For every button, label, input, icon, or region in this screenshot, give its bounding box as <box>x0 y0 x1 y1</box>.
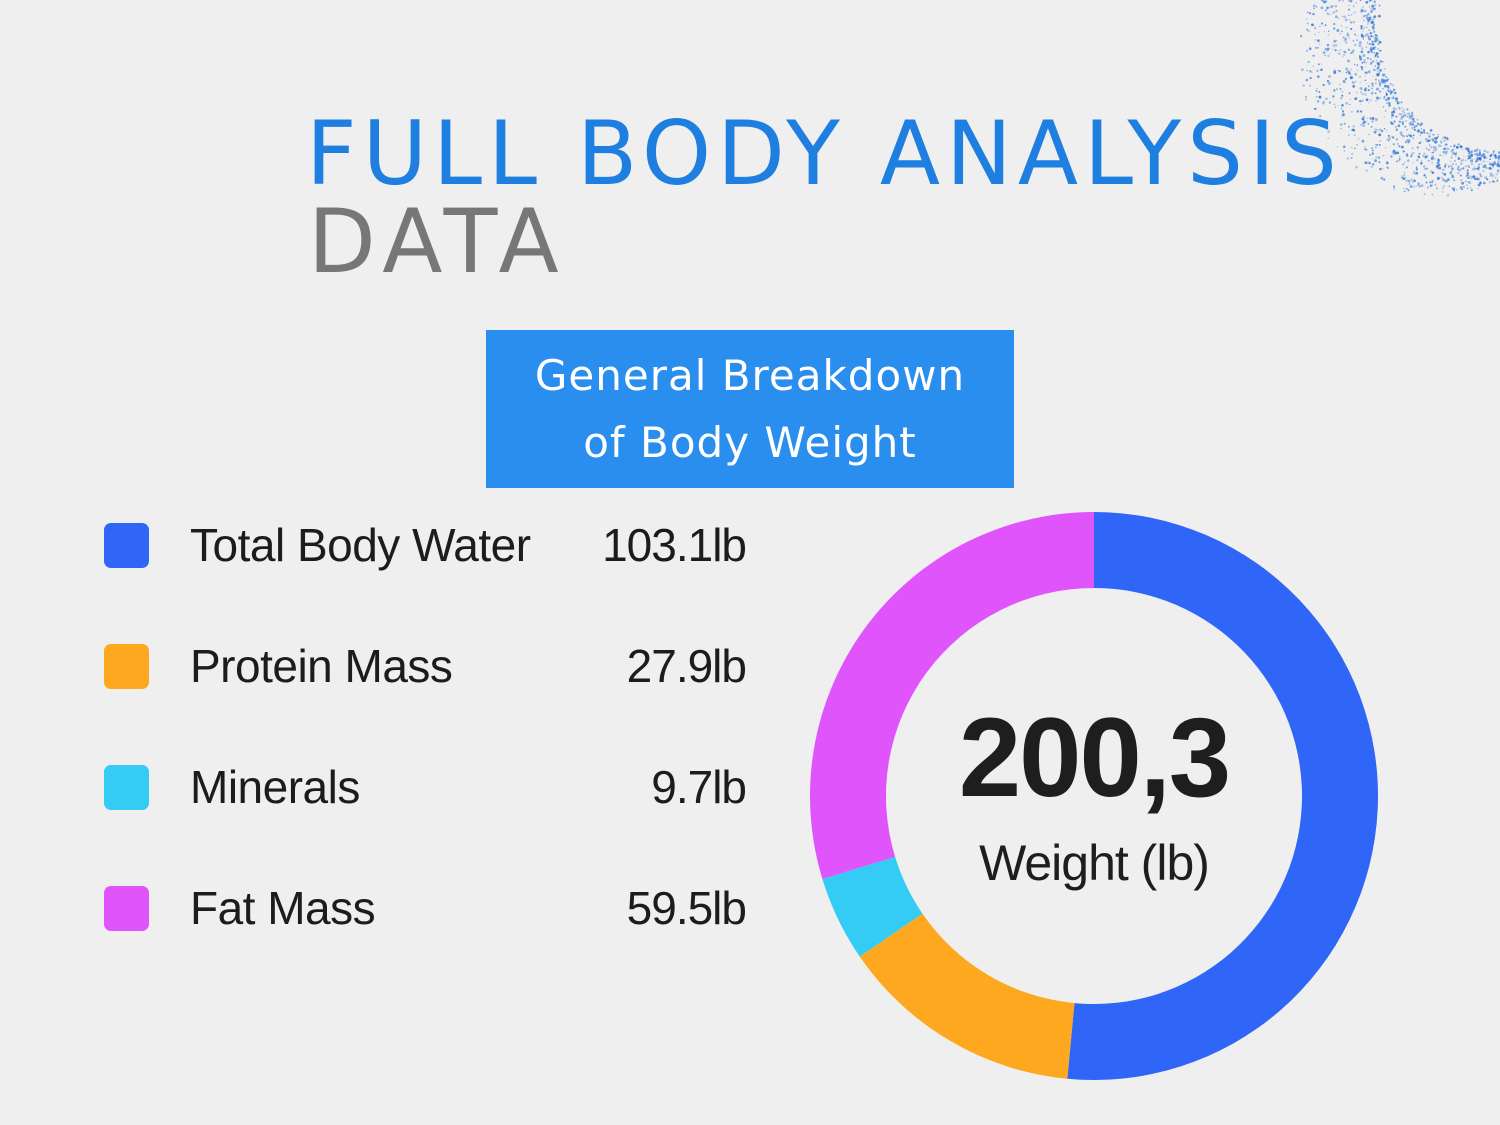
legend-item-fat-mass: Fat Mass 59.5lb <box>104 878 754 938</box>
legend-label-minerals: Minerals <box>190 761 360 813</box>
donut-chart <box>810 512 1378 1080</box>
legend-value-protein-mass: 27.9lb <box>626 640 747 692</box>
donut-slice-protein-mass <box>859 913 1075 1079</box>
section-badge: General Breakdown of Body Weight <box>486 330 1014 488</box>
donut-slice-fat-mass <box>810 512 1094 880</box>
legend-value-total-body-water: 103.1lb <box>602 519 747 571</box>
donut-slice-minerals <box>822 856 923 957</box>
center-total-value: 200,3 <box>958 695 1231 820</box>
legend-item-minerals: Minerals 9.7lb <box>104 757 754 817</box>
badge-line-1: General Breakdown <box>534 351 966 400</box>
legend-item-total-body-water: Total Body Water 103.1lb <box>104 515 754 575</box>
legend-label-total-body-water: Total Body Water <box>190 519 531 571</box>
legend-label-fat-mass: Fat Mass <box>190 882 376 934</box>
page-title: FULL BODY ANALYSIS <box>306 102 1343 205</box>
legend-swatch-minerals <box>104 765 149 810</box>
badge-line-2: of Body Weight <box>583 418 917 467</box>
center-total-label: Weight (lb) <box>979 835 1210 891</box>
page-subtitle: DATA <box>308 190 567 293</box>
legend-swatch-total-body-water <box>104 523 149 568</box>
legend-swatch-fat-mass <box>104 886 149 931</box>
legend-value-minerals: 9.7lb <box>651 761 747 813</box>
legend-value-fat-mass: 59.5lb <box>626 882 747 934</box>
dotted-arc-icon <box>1300 0 1500 197</box>
legend-item-protein-mass: Protein Mass 27.9lb <box>104 636 754 696</box>
donut-slice-total-body-water <box>1067 512 1378 1080</box>
legend-label-protein-mass: Protein Mass <box>190 640 453 692</box>
legend-swatch-protein-mass <box>104 644 149 689</box>
